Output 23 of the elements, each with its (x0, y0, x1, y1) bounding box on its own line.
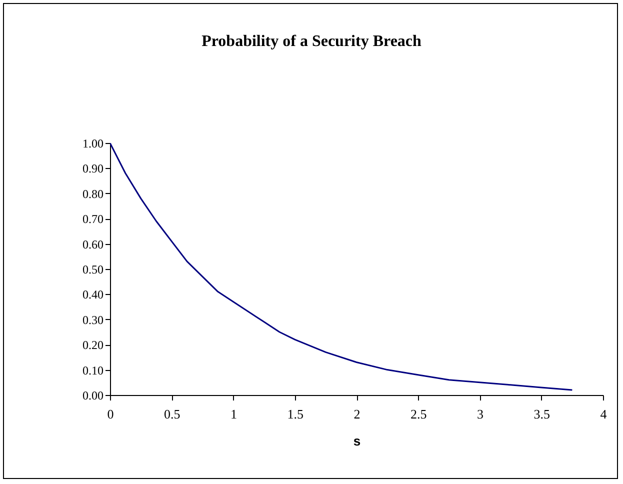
y-tick-label: 0.20 (82, 338, 104, 352)
x-tick-label: 2 (354, 406, 360, 422)
y-tick-label: 0.40 (82, 288, 104, 302)
y-tick-label: 0.90 (82, 162, 104, 176)
x-tick-label: 4 (600, 406, 608, 422)
x-tick-label: 0.5 (164, 406, 180, 422)
y-tick-label: 0.50 (82, 262, 104, 276)
x-tick-label: 0 (107, 406, 114, 422)
y-tick-label: 0.70 (82, 212, 104, 226)
x-tick-label: 1 (230, 406, 237, 422)
y-tick-label: 0.80 (82, 186, 104, 201)
chart-title: Probability of a Security Breach (202, 33, 422, 50)
line-series (110, 143, 573, 391)
x-tick-label: 2.5 (410, 406, 427, 422)
x-axis-title: s (353, 434, 361, 448)
y-tick-label: 0.30 (82, 312, 104, 327)
y-tick-label: 0.10 (82, 363, 104, 378)
x-tick-label: 3.5 (534, 406, 550, 422)
x-tick-label: 3 (477, 406, 484, 422)
y-tick-label: 1.00 (82, 136, 104, 150)
y-tick-label: 0.00 (82, 388, 104, 402)
x-tick-label: 1.5 (287, 406, 304, 422)
y-tick-label: 0.60 (82, 237, 104, 252)
